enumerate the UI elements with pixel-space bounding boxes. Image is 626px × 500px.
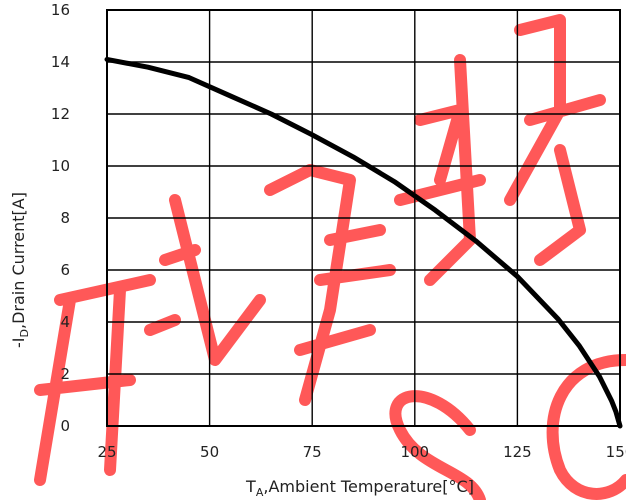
x-tick-label: 125	[503, 443, 532, 461]
plot-frame	[106, 9, 621, 427]
x-tick-label: 75	[303, 443, 322, 461]
y-tick-label: 16	[51, 1, 70, 19]
watermark	[34, 14, 626, 500]
x-tick-label: 25	[97, 443, 116, 461]
y-tick-label: 12	[51, 105, 70, 123]
y-tick-label: 10	[51, 157, 70, 175]
y-tick-label: 14	[51, 53, 70, 71]
y-tick-label: 2	[60, 365, 70, 383]
y-tick-label: 8	[60, 209, 70, 227]
grid	[106, 9, 621, 427]
y-tick-label: 4	[60, 313, 70, 331]
x-tick-label: 100	[400, 443, 429, 461]
x-tick-labels: 25 50 75 100 125 150	[97, 443, 626, 461]
y-tick-labels: 0 2 4 6 8 10 12 14 16	[51, 1, 70, 435]
y-tick-label: 0	[60, 417, 70, 435]
x-tick-label: 50	[200, 443, 219, 461]
y-tick-label: 6	[60, 261, 70, 279]
series-line	[104, 56, 623, 429]
x-tick-label: 150	[606, 443, 626, 461]
x-axis-label: TA,Ambient Temperature[°C]	[245, 477, 474, 499]
y-axis-label: -ID,Drain Current[A]	[9, 192, 31, 348]
series-lines	[104, 56, 623, 429]
